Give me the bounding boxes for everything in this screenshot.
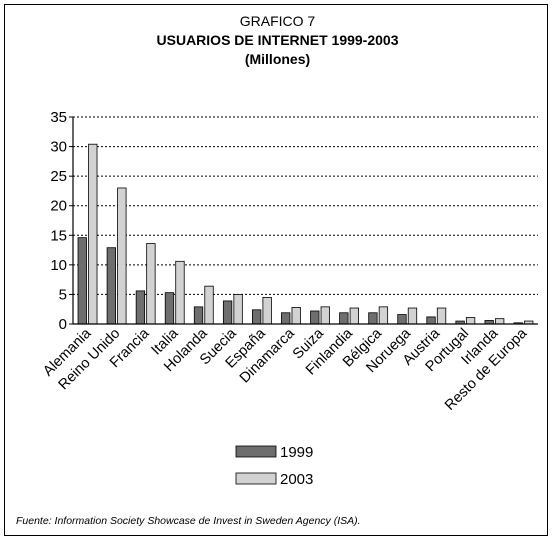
bar-2003-finlandia — [349, 307, 359, 325]
bar-2003-españa — [262, 296, 272, 325]
legend-swatch-1999 — [235, 445, 277, 458]
legend-label-2003: 2003 — [280, 471, 313, 488]
bar-2003-noruega — [407, 307, 418, 325]
bar-1999-austria — [426, 316, 436, 325]
bar-1999-bélgica — [368, 312, 378, 325]
bar-1999-españa — [252, 309, 262, 325]
bar-1999-suiza — [310, 310, 320, 325]
bar-1999-suecia — [222, 300, 233, 325]
bar-2003-reino-unido — [117, 187, 127, 325]
y-tick-label: 5 — [59, 286, 67, 303]
bar-1999-dinamarca — [281, 312, 291, 325]
bar-2003-suiza — [320, 306, 330, 325]
chart-subtitle: (Millones) — [244, 51, 311, 67]
y-tick-label: 15 — [50, 227, 67, 244]
bar-1999-holanda — [193, 306, 204, 325]
legend-label-1999: 1999 — [280, 444, 313, 461]
bar-1999-finlandia — [339, 312, 349, 325]
legend-swatch-2003 — [235, 472, 277, 485]
bar-1999-francia — [135, 290, 146, 325]
bar-1999-alemania — [77, 237, 87, 325]
bar-2003-dinamarca — [291, 307, 301, 325]
y-tick-label: 20 — [50, 198, 67, 215]
bar-1999-italia — [164, 292, 175, 325]
bar-2003-irlanda — [495, 318, 505, 325]
bar-2003-austria — [436, 307, 447, 325]
bar-2003-suecia — [233, 294, 243, 325]
bar-2003-francia — [146, 243, 156, 325]
y-tick-label: 35 — [50, 109, 67, 126]
chart-label: GRAFICO 7 — [239, 13, 316, 29]
bar-2003-bélgica — [378, 306, 389, 325]
y-tick-label: 30 — [50, 139, 67, 156]
chart-title: USUARIOS DE INTERNET 1999-2003 — [156, 32, 399, 48]
bar-1999-reino-unido — [106, 247, 116, 325]
y-tick-label: 10 — [50, 257, 67, 274]
y-tick-label: 25 — [50, 168, 67, 185]
bar-2003-holanda — [204, 285, 214, 325]
bar-2003-italia — [175, 260, 185, 325]
bar-2003-alemania — [88, 143, 98, 325]
y-tick-label: 0 — [59, 316, 67, 333]
source-note: Fuente: Information Society Showcase de … — [16, 515, 361, 527]
bar-1999-noruega — [397, 314, 407, 325]
bar-2003-portugal — [465, 317, 476, 325]
